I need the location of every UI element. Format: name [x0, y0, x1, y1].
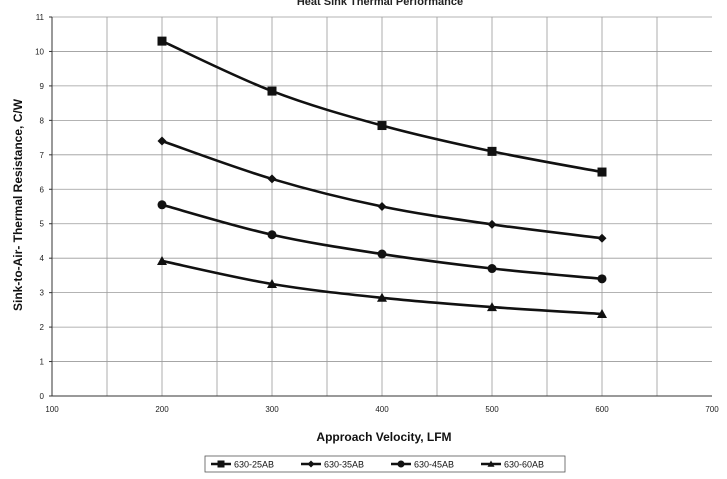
- legend-item: 630-60AB: [481, 460, 544, 470]
- x-tick-label: 300: [265, 405, 279, 414]
- chart-title: Heat Sink Thermal Performance: [297, 0, 463, 8]
- legend-marker: [397, 460, 405, 468]
- data-point: [377, 292, 387, 302]
- legend: 630-25AB 630-35AB 630-45AB 630-60AB: [204, 455, 566, 473]
- x-axis-label: Approach Velocity, LFM: [316, 430, 451, 444]
- legend-marker: [217, 460, 225, 468]
- data-point: [157, 200, 167, 210]
- series-630-35AB: [157, 136, 607, 243]
- data-point: [597, 274, 607, 284]
- legend-label: 630-45AB: [414, 460, 454, 470]
- legend-label: 630-35AB: [324, 460, 364, 470]
- y-tick-label: 5: [40, 220, 45, 229]
- data-point: [377, 202, 387, 211]
- data-point: [267, 86, 277, 96]
- series-630-45AB: [157, 200, 607, 284]
- data-point: [487, 219, 497, 229]
- data-point: [377, 249, 387, 259]
- x-tick-label: 500: [485, 405, 499, 414]
- data-point: [157, 36, 167, 46]
- legend-label: 630-60AB: [504, 460, 544, 470]
- legend-marker: [487, 460, 495, 467]
- data-point: [267, 230, 277, 240]
- y-tick-label: 0: [40, 392, 45, 401]
- data-point: [597, 308, 607, 318]
- data-point: [267, 174, 277, 184]
- series-630-25AB: [157, 36, 607, 177]
- y-tick-label: 10: [35, 47, 44, 56]
- y-tick-label: 6: [40, 185, 45, 194]
- x-tick-label: 400: [375, 405, 389, 414]
- series-group: [157, 36, 607, 318]
- y-tick-label: 4: [40, 254, 45, 263]
- x-tick-label: 100: [45, 405, 59, 414]
- y-tick-label: 2: [40, 323, 45, 332]
- legend-box: [204, 455, 566, 473]
- grid: [52, 16, 712, 396]
- axes: [49, 16, 712, 397]
- data-point: [597, 233, 607, 243]
- data-point: [487, 302, 497, 312]
- data-point: [157, 136, 167, 146]
- x-tick-label: 600: [595, 405, 609, 414]
- legend-item: 630-35AB: [301, 460, 364, 470]
- data-point: [597, 167, 607, 177]
- y-tick-label: 11: [36, 13, 45, 22]
- legend-item: 630-45AB: [391, 460, 454, 470]
- x-tick-label: 200: [155, 405, 169, 414]
- y-tick-label: 8: [40, 116, 45, 125]
- y-tick-label: 3: [40, 289, 45, 298]
- data-point: [487, 264, 497, 274]
- x-tick-label: 700: [705, 405, 719, 414]
- legend-label: 630-25AB: [234, 460, 274, 470]
- data-point: [157, 255, 167, 265]
- legend-item: 630-25AB: [211, 460, 274, 470]
- data-point: [487, 146, 497, 156]
- y-axis-label: Sink-to-Air- Thermal Resistance, C/W: [11, 98, 25, 311]
- series-630-60AB: [157, 255, 607, 318]
- tick-labels: 0 1 2 3 4 5 6 7 8 9 10 11 100 200 300 400 500 600 700: [35, 13, 719, 414]
- y-tick-label: 1: [40, 358, 45, 367]
- legend-marker: [307, 460, 315, 468]
- data-point: [267, 279, 277, 289]
- data-point: [377, 121, 387, 131]
- y-tick-label: 7: [40, 151, 45, 160]
- y-tick-label: 9: [40, 82, 45, 91]
